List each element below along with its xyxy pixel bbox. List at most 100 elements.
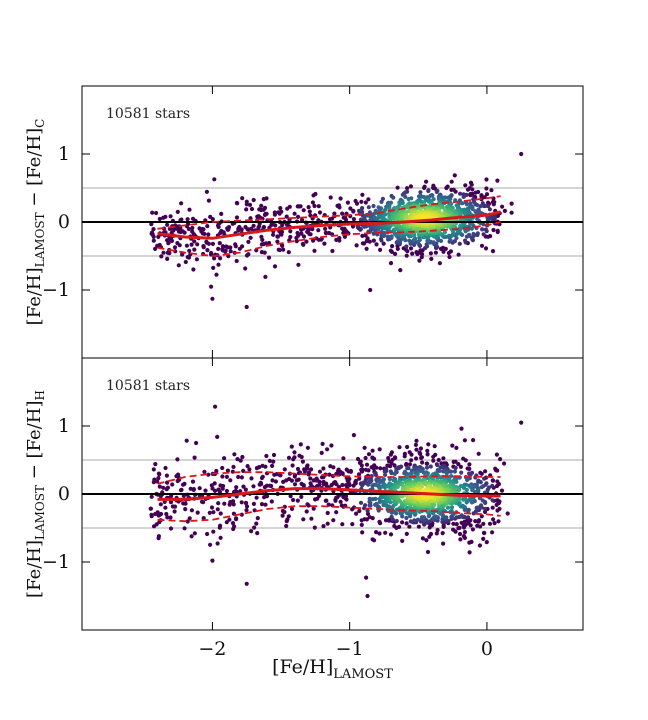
- data-point: [366, 468, 371, 473]
- data-point: [451, 521, 456, 526]
- data-point: [458, 464, 463, 469]
- data-point: [357, 476, 362, 481]
- data-point: [233, 242, 238, 247]
- data-point: [365, 593, 370, 599]
- star-count-annotation: 10581 stars: [106, 106, 190, 122]
- data-point: [378, 480, 383, 485]
- data-point: [259, 234, 264, 239]
- data-point: [440, 245, 446, 250]
- data-point: [412, 236, 418, 241]
- data-point: [235, 201, 240, 206]
- data-point: [184, 243, 189, 248]
- data-point: [168, 526, 174, 531]
- data-point: [340, 471, 345, 476]
- data-point: [172, 245, 178, 250]
- data-point: [182, 526, 187, 531]
- data-point: [212, 256, 217, 261]
- data-point: [344, 497, 349, 502]
- data-point: [490, 530, 495, 535]
- data-point: [491, 227, 496, 233]
- x-tick-label: 0: [481, 638, 493, 660]
- data-point: [172, 504, 178, 509]
- data-point: [179, 201, 184, 206]
- data-point: [360, 233, 365, 238]
- data-point: [267, 458, 272, 463]
- data-point: [230, 521, 236, 526]
- data-point: [192, 455, 197, 460]
- data-point: [379, 199, 384, 204]
- data-point: [371, 238, 376, 243]
- data-point: [337, 236, 342, 241]
- data-point: [364, 246, 369, 251]
- data-point: [370, 448, 375, 453]
- data-point: [475, 523, 480, 528]
- data-point: [483, 246, 489, 251]
- data-point: [328, 195, 333, 200]
- data-point: [387, 517, 392, 522]
- data-point: [409, 452, 414, 457]
- data-point: [353, 481, 358, 486]
- data-point: [244, 581, 249, 586]
- data-point: [396, 466, 401, 471]
- data-point: [456, 462, 461, 467]
- data-point: [244, 508, 249, 513]
- data-point: [163, 214, 168, 219]
- data-point: [234, 485, 239, 490]
- data-point: [156, 534, 161, 539]
- data-point: [458, 537, 463, 542]
- data-point: [295, 466, 301, 472]
- data-point: [461, 194, 466, 199]
- data-point: [351, 209, 356, 214]
- data-point: [295, 498, 300, 503]
- data-point: [304, 509, 309, 514]
- data-point: [483, 469, 488, 474]
- data-point: [214, 272, 219, 277]
- data-point: [157, 484, 162, 489]
- data-point: [475, 216, 480, 222]
- data-point: [240, 454, 245, 460]
- data-point: [437, 468, 442, 473]
- data-point: [473, 190, 478, 195]
- data-point: [163, 505, 168, 510]
- data-point: [481, 536, 486, 542]
- data-point: [359, 463, 364, 468]
- data-point: [448, 249, 453, 254]
- data-point: [444, 470, 449, 476]
- data-point: [469, 182, 474, 187]
- data-point: [494, 483, 500, 489]
- data-point: [449, 508, 454, 513]
- data-point: [436, 457, 441, 463]
- data-point: [460, 201, 465, 206]
- data-point: [215, 541, 220, 546]
- data-point: [201, 244, 206, 249]
- data-point: [344, 217, 349, 222]
- data-point: [216, 501, 221, 506]
- data-point: [351, 433, 356, 438]
- data-point: [206, 241, 211, 246]
- data-point: [475, 231, 480, 236]
- data-point: [320, 441, 325, 446]
- data-point: [206, 198, 211, 203]
- data-point: [271, 452, 277, 458]
- data-point: [203, 488, 208, 493]
- data-point: [158, 502, 163, 507]
- data-point: [165, 480, 170, 485]
- data-point: [294, 239, 299, 244]
- data-point: [243, 266, 248, 271]
- data-point: [414, 456, 419, 461]
- data-point: [479, 471, 484, 476]
- data-point: [251, 501, 256, 506]
- data-point: [217, 241, 222, 246]
- data-point: [452, 173, 457, 178]
- data-point: [215, 507, 220, 512]
- data-point: [468, 193, 473, 198]
- data-point: [312, 248, 317, 253]
- data-point: [345, 200, 350, 205]
- data-point: [264, 483, 269, 488]
- data-point: [306, 472, 311, 477]
- data-point: [263, 502, 268, 507]
- data-point: [479, 243, 485, 248]
- data-point: [161, 485, 166, 490]
- data-point: [383, 518, 389, 523]
